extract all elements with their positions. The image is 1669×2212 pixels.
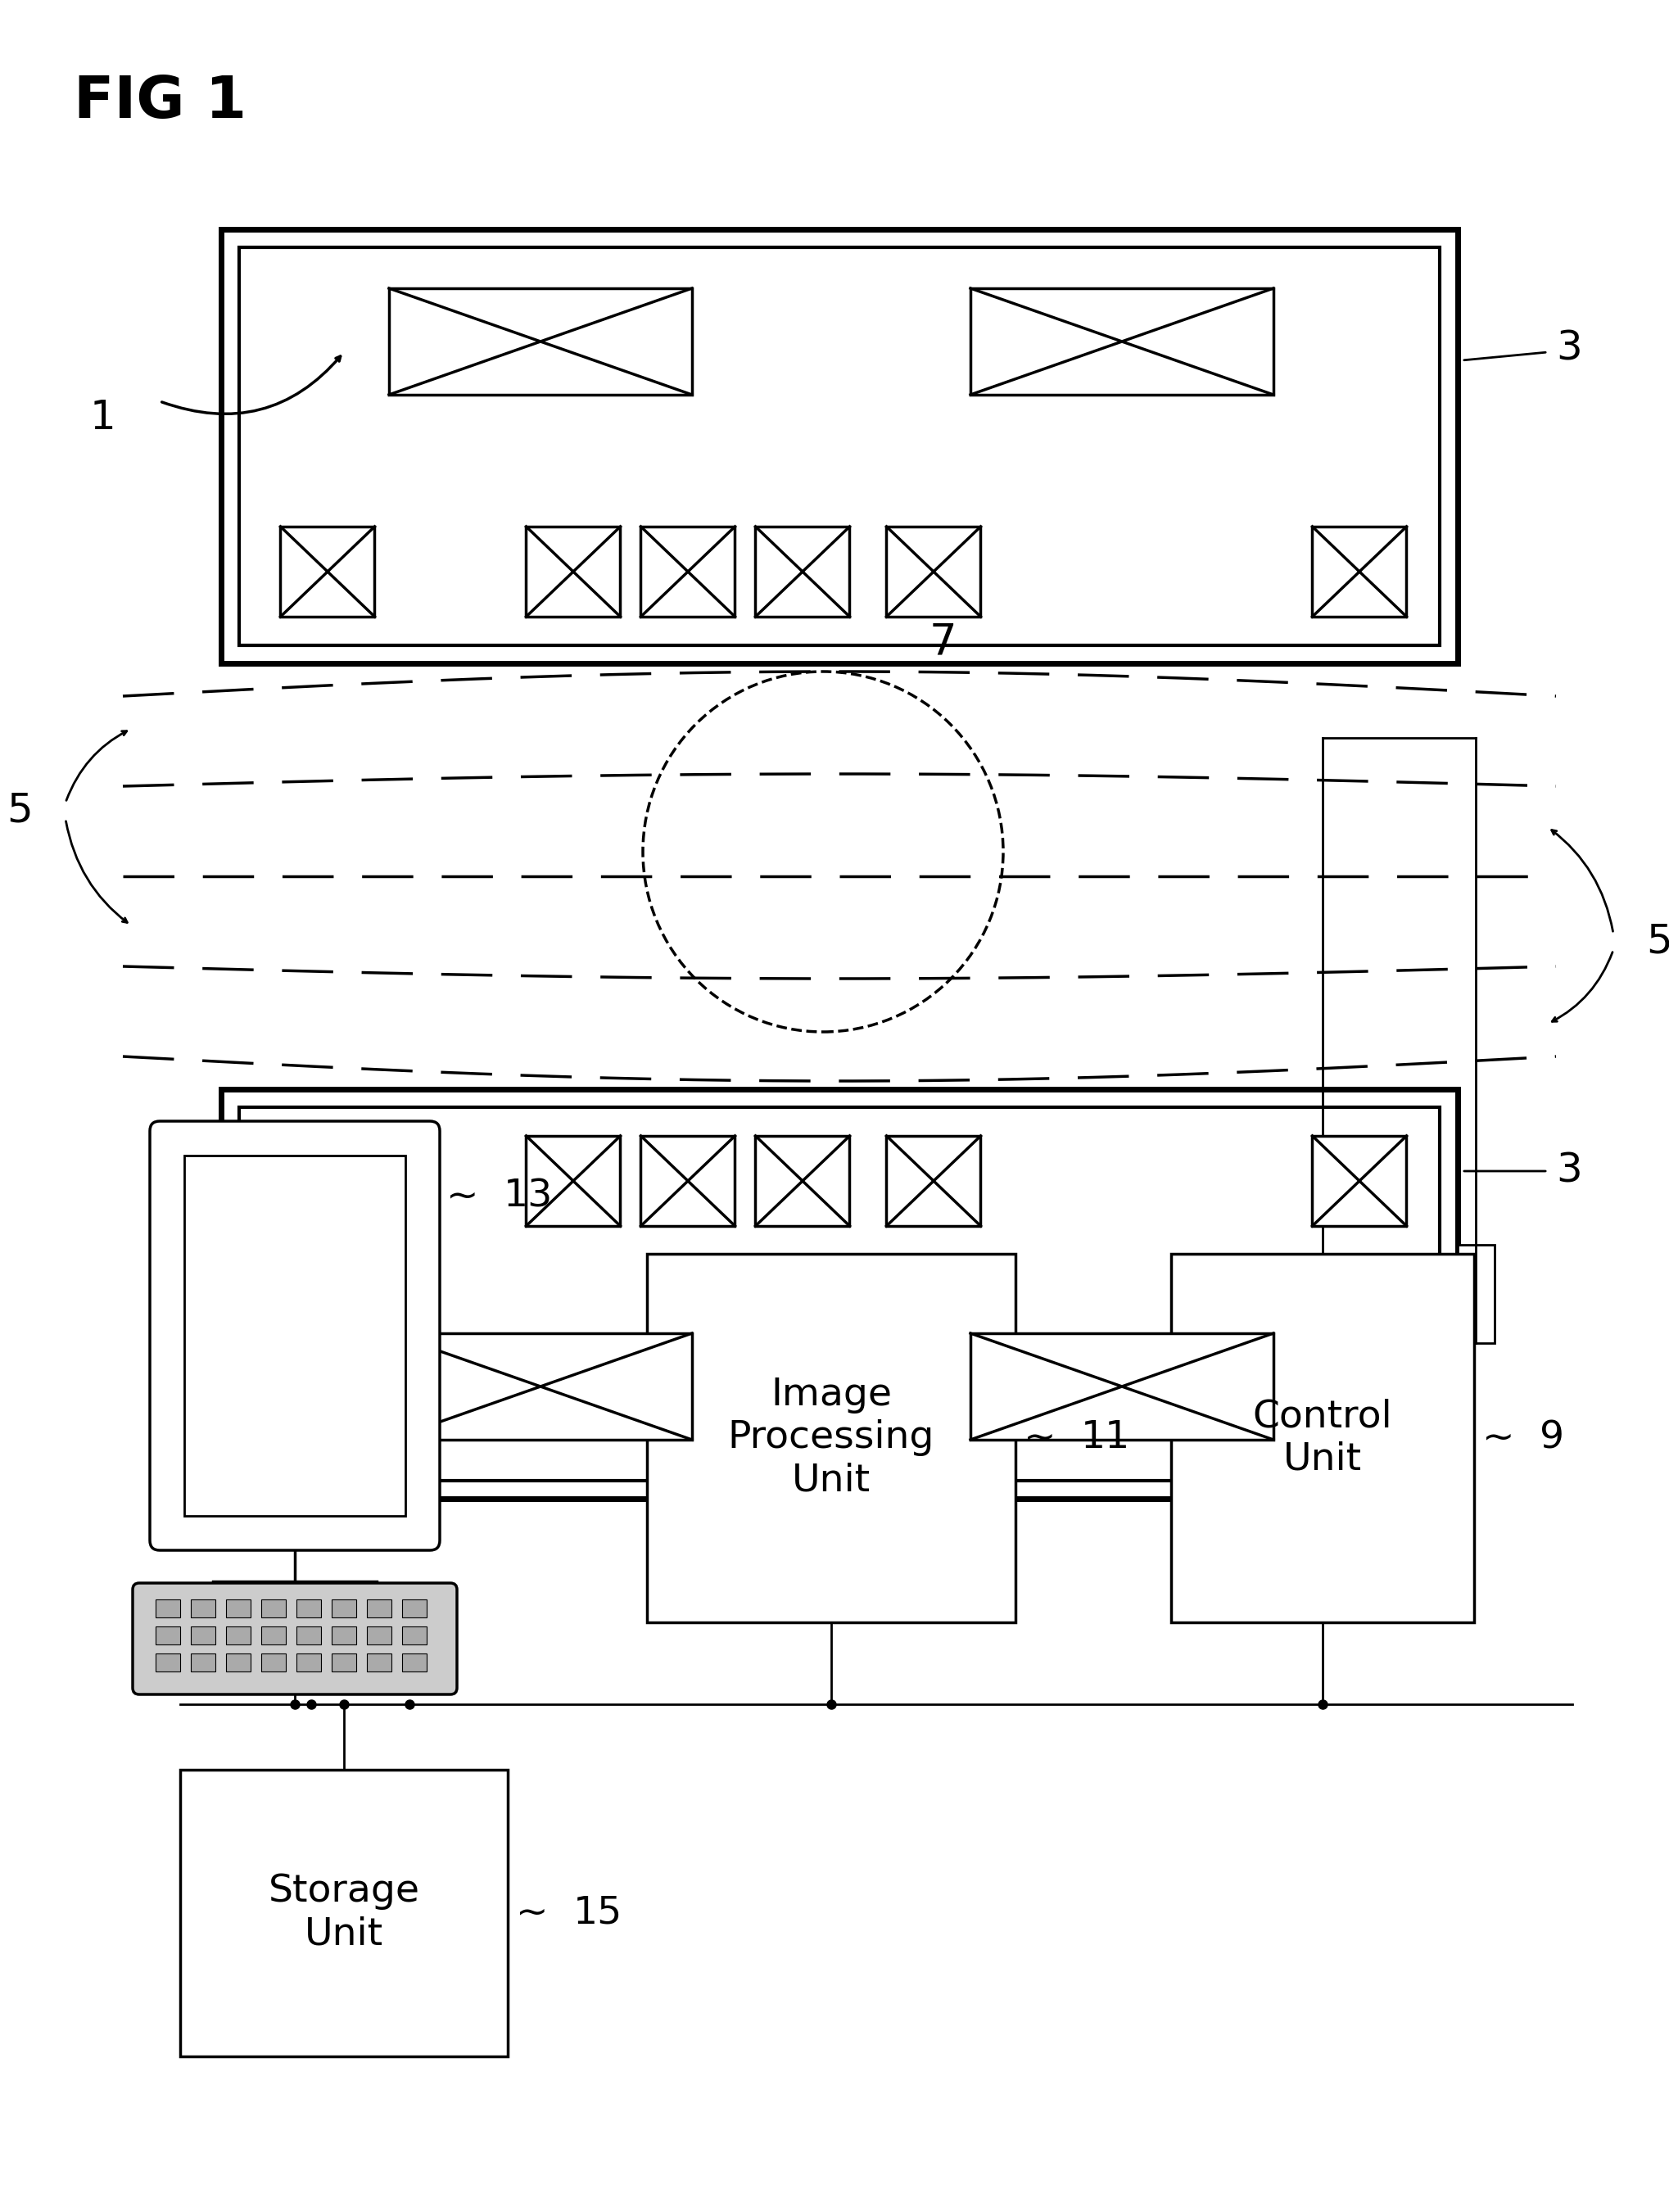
Text: Control
Unit: Control Unit (1253, 1398, 1392, 1478)
Text: Image
Processing
Unit: Image Processing Unit (728, 1378, 935, 1500)
Bar (756, 526, 850, 617)
FancyBboxPatch shape (132, 1584, 457, 1694)
Bar (886, 1137, 981, 1225)
Bar (367, 1655, 392, 1672)
Text: 11: 11 (1082, 1420, 1130, 1455)
Bar (641, 526, 734, 617)
Bar (332, 1599, 355, 1617)
Bar (225, 1655, 250, 1672)
FancyBboxPatch shape (150, 1121, 439, 1551)
Bar (367, 1626, 392, 1644)
Bar (367, 1599, 392, 1617)
Bar (648, 1254, 1015, 1621)
Bar (402, 1655, 427, 1672)
Text: ~: ~ (1023, 1420, 1056, 1455)
Bar (220, 1088, 1457, 1500)
Bar (155, 1655, 180, 1672)
Bar (262, 1599, 285, 1617)
Text: FIG 1: FIG 1 (73, 73, 247, 131)
Bar (155, 1626, 180, 1644)
Bar (297, 1626, 320, 1644)
Bar (262, 1655, 285, 1672)
Bar (220, 230, 1457, 664)
Bar (262, 1626, 285, 1644)
Bar (389, 288, 693, 394)
Bar (155, 1599, 180, 1617)
Text: 15: 15 (572, 1896, 623, 1931)
Text: 5: 5 (1646, 922, 1669, 962)
Bar (280, 1137, 374, 1225)
Bar (280, 526, 374, 617)
Bar (526, 1137, 621, 1225)
Bar (239, 248, 1440, 646)
Text: 7: 7 (930, 622, 956, 664)
Bar (225, 1626, 250, 1644)
Text: 13: 13 (504, 1179, 552, 1214)
Bar (402, 1599, 427, 1617)
Text: 1: 1 (90, 398, 117, 438)
Bar (389, 1334, 693, 1440)
Bar (190, 1599, 215, 1617)
Text: Storage
Unit: Storage Unit (269, 1874, 419, 1953)
Bar (970, 288, 1273, 394)
Bar (184, 1155, 406, 1515)
Text: 9: 9 (1539, 1420, 1564, 1455)
Bar (970, 1334, 1273, 1440)
Bar (332, 1655, 355, 1672)
Bar (225, 1599, 250, 1617)
Text: ~: ~ (516, 1896, 549, 1931)
Bar (297, 1655, 320, 1672)
Bar (297, 1599, 320, 1617)
Bar (1312, 1137, 1407, 1225)
Text: 5: 5 (7, 792, 33, 830)
Bar (332, 1626, 355, 1644)
Bar (1312, 526, 1407, 617)
Bar (526, 526, 621, 617)
Bar (239, 1108, 1440, 1480)
Bar (641, 1137, 734, 1225)
Bar (756, 1137, 850, 1225)
Bar (1457, 1245, 1494, 1343)
Text: 3: 3 (1556, 1152, 1582, 1190)
Bar (886, 526, 981, 617)
Text: ~: ~ (446, 1179, 479, 1214)
Bar (190, 1626, 215, 1644)
Text: ~: ~ (1482, 1420, 1515, 1455)
Bar (402, 1626, 427, 1644)
Bar (180, 1770, 507, 2057)
Text: 3: 3 (1556, 327, 1582, 367)
Bar (1172, 1254, 1474, 1621)
Bar (190, 1655, 215, 1672)
